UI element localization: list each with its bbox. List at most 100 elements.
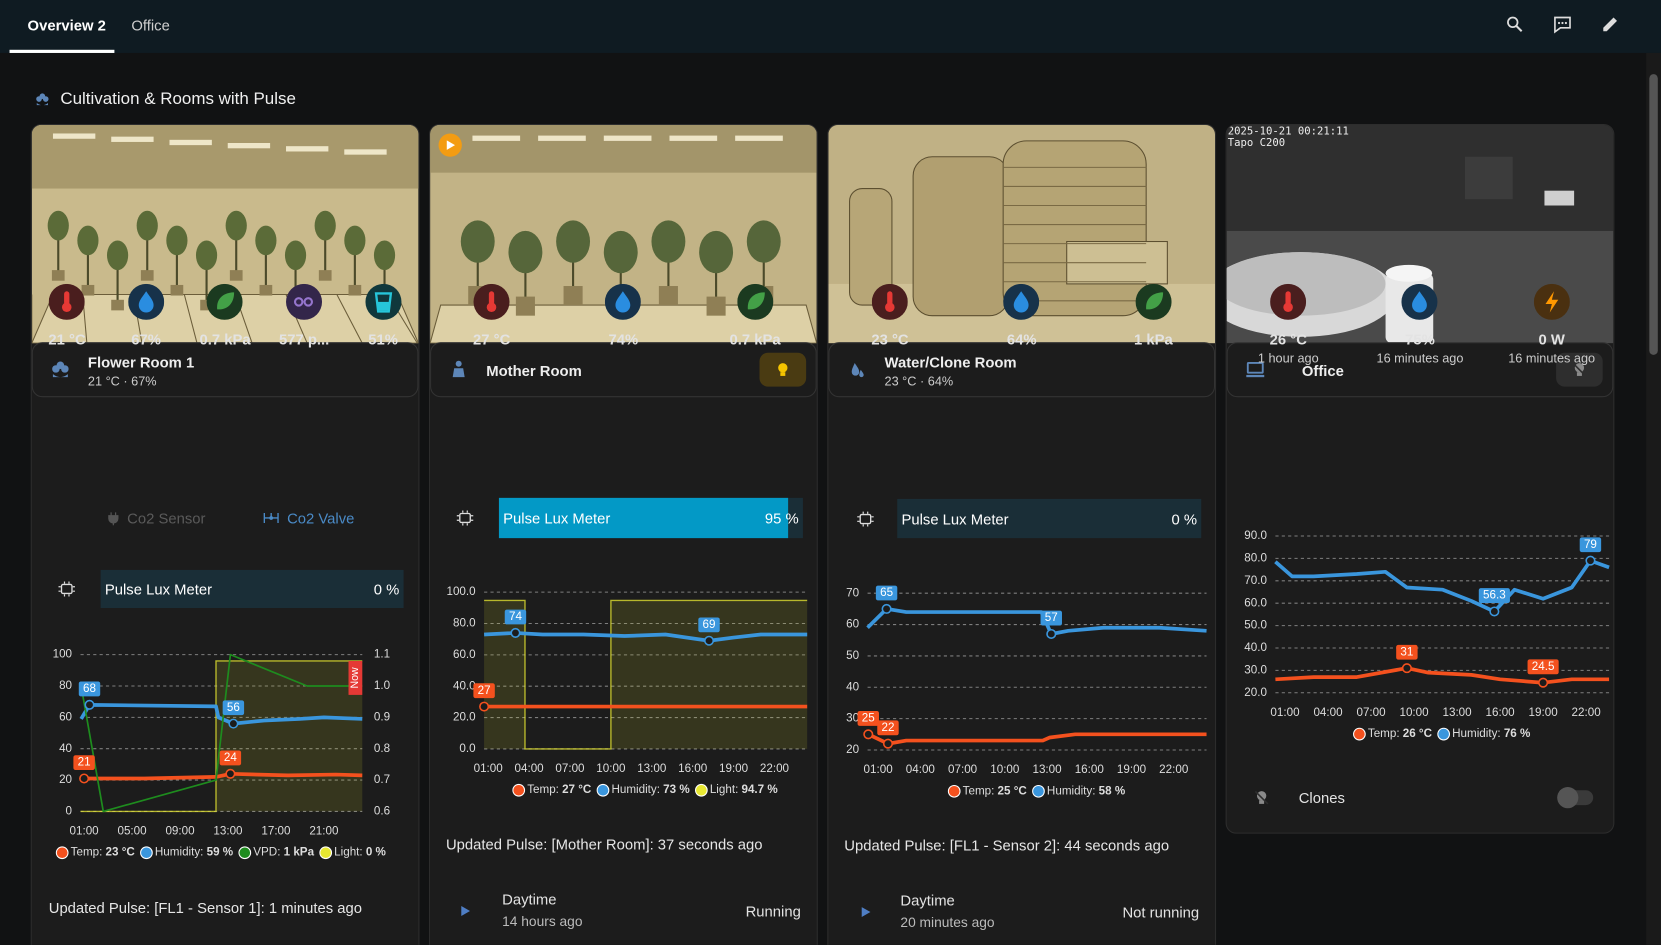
x-tick-label: 01:00 bbox=[864, 763, 894, 776]
lux-value: 95 % bbox=[764, 509, 799, 527]
badge-bg bbox=[857, 711, 879, 726]
legend-name: Light: bbox=[334, 846, 362, 859]
icon-shape bbox=[459, 512, 471, 524]
sensor[interactable]: 26 °C 1 hour ago bbox=[1227, 283, 1354, 365]
control-button[interactable]: Co2 Valve bbox=[287, 509, 355, 527]
sensor[interactable]: 51% bbox=[344, 283, 419, 347]
sensor[interactable]: 67% bbox=[107, 283, 186, 347]
sensor[interactable]: 577 p... bbox=[265, 283, 344, 347]
sensor[interactable]: 1 kPa bbox=[1088, 283, 1215, 347]
icon-shape bbox=[52, 365, 60, 373]
sensor[interactable]: 0 W 16 minutes ago bbox=[1486, 283, 1613, 366]
legend-entry: Light: 0 % bbox=[334, 846, 386, 859]
history-chart[interactable]: 0 20 40 60 80 100 0.6 0.7 0.8 0.9 1.0 1.1 01:00 05:00… bbox=[32, 633, 419, 877]
room-card[interactable]: Flower Room 1 21 °C · 67% 21 °C 67% 0.7 … bbox=[30, 123, 420, 945]
light-button[interactable] bbox=[759, 352, 807, 387]
routine-name[interactable]: Daytime bbox=[502, 890, 557, 908]
card-header[interactable]: Mother Room bbox=[430, 342, 817, 398]
x-tick-label: 17:00 bbox=[261, 825, 291, 838]
legend-entry: Temp: 26 °C bbox=[1368, 727, 1433, 740]
icon-shape bbox=[446, 140, 456, 150]
illustration-shape bbox=[255, 225, 277, 256]
room-card[interactable]: 2025-10-21 00:21:11 Tapo C200 Office 26 … bbox=[1225, 123, 1615, 834]
sensor[interactable]: 64% bbox=[956, 283, 1088, 347]
control-button[interactable]: Co2 Sensor bbox=[127, 509, 206, 527]
sensor[interactable]: 21 °C bbox=[32, 283, 107, 347]
data-label: 31 bbox=[1400, 645, 1413, 658]
card-header[interactable]: Office bbox=[1226, 342, 1614, 398]
lux-bar[interactable]: Pulse Lux Meter 95 % bbox=[498, 497, 803, 539]
toggle-switch[interactable] bbox=[1557, 787, 1594, 809]
tab[interactable]: Overview 2 bbox=[27, 16, 106, 34]
sensor[interactable]: 23 °C bbox=[828, 283, 955, 347]
history-chart[interactable]: 20 30 40 50 60 70 01:00 04:00 07:00 10:00 13:00 16:… bbox=[828, 570, 1215, 814]
legend-value: 0 % bbox=[366, 846, 387, 859]
legend-value: 27 °C bbox=[562, 783, 592, 796]
scroll-thumb[interactable] bbox=[1649, 74, 1658, 355]
icon-shape bbox=[859, 513, 872, 525]
data-label: 57 bbox=[1045, 611, 1058, 624]
scrollbar bbox=[1646, 52, 1661, 945]
play-icon bbox=[446, 140, 456, 150]
sensor[interactable]: 0.7 kPa bbox=[689, 283, 816, 347]
sensor[interactable]: 27 °C bbox=[430, 283, 557, 347]
lux-bar[interactable]: Pulse Lux Meter 0 % bbox=[100, 569, 404, 609]
badge-bg bbox=[875, 585, 898, 601]
card-header[interactable]: Water/Clone Room 23 °C · 64% bbox=[828, 342, 1216, 398]
legend-value: 76 % bbox=[1504, 727, 1531, 740]
x-tick-label: 07:00 bbox=[948, 763, 978, 776]
lux-bar[interactable]: Pulse Lux Meter 0 % bbox=[897, 498, 1202, 539]
x-tick-label: 19:00 bbox=[1529, 706, 1559, 719]
routine-name[interactable]: Daytime bbox=[900, 891, 955, 909]
icon-shape bbox=[861, 907, 871, 918]
badge-bg bbox=[1040, 610, 1062, 626]
icon-shape bbox=[851, 362, 860, 376]
lux-icon bbox=[857, 511, 874, 527]
point-marker bbox=[881, 603, 892, 614]
room-card[interactable]: Mother Room 27 °C 74% 0.7 kPa Pulse Lux … bbox=[429, 123, 818, 945]
illustration-shape bbox=[336, 294, 363, 344]
legend-value: 58 % bbox=[1099, 784, 1126, 797]
illustration-shape bbox=[1465, 156, 1513, 200]
tab[interactable]: Office bbox=[131, 16, 170, 34]
search-button[interactable] bbox=[1503, 13, 1526, 36]
legend: Temp: 23 °C Humidity: 59 % VPD: 1 kPa Light: 0 … bbox=[55, 846, 387, 860]
sensor-row: 26 °C 1 hour ago 75% 16 minutes ago 0 W 16 … bbox=[1227, 283, 1614, 366]
sensor-time: 16 minutes ago bbox=[1508, 350, 1596, 366]
room-card[interactable]: Water/Clone Room 23 °C · 64% 23 °C 64% 1… bbox=[827, 123, 1217, 945]
edit-button[interactable] bbox=[1598, 13, 1621, 36]
sensor[interactable]: 0.7 kPa bbox=[186, 283, 265, 347]
legend-name: Temp: bbox=[527, 783, 559, 796]
area-fill bbox=[484, 600, 808, 749]
lux-fill bbox=[498, 497, 788, 539]
play-badge[interactable] bbox=[438, 133, 462, 157]
illustration-shape bbox=[169, 139, 212, 146]
legend-entry: Temp: 27 °C bbox=[527, 783, 592, 796]
y-tick-label: 70 bbox=[846, 586, 859, 599]
illustration-shape bbox=[52, 133, 96, 139]
icon-shape bbox=[887, 291, 893, 306]
history-chart[interactable]: 0.0 20.0 40.0 60.0 80.0 100.0 01:00 04:00 07:00 1… bbox=[430, 570, 817, 814]
history-chart[interactable]: 20.0 30.0 40.0 50.0 60.0 70.0 80.0 90.0 01:00 04:… bbox=[1227, 517, 1614, 761]
x-tick-label: 13:00 bbox=[1443, 706, 1473, 719]
series-line bbox=[1275, 666, 1610, 685]
illustration-shape bbox=[314, 210, 336, 241]
legend-swatch bbox=[140, 846, 153, 860]
legend-swatch bbox=[55, 846, 69, 860]
illustration-shape bbox=[373, 240, 396, 271]
icon-shape bbox=[61, 365, 69, 373]
sensor[interactable]: 74% bbox=[558, 283, 690, 347]
sensor[interactable]: 75% 16 minutes ago bbox=[1354, 283, 1486, 365]
legend-swatch bbox=[238, 846, 252, 860]
icon-shape bbox=[1576, 372, 1582, 376]
icon-shape bbox=[1412, 291, 1428, 313]
card-header[interactable]: Flower Room 1 21 °C · 67% bbox=[31, 342, 419, 398]
light-button[interactable] bbox=[1556, 352, 1603, 387]
assist-button[interactable] bbox=[1551, 13, 1574, 36]
point-marker bbox=[704, 635, 715, 646]
illustration-shape bbox=[227, 143, 271, 149]
x-tick-label: 22:00 bbox=[1159, 763, 1189, 776]
legend-name: Humidity: bbox=[1452, 727, 1501, 740]
updated-text: Updated Pulse: [FL1 - Sensor 1]: 1 minut… bbox=[48, 899, 362, 917]
